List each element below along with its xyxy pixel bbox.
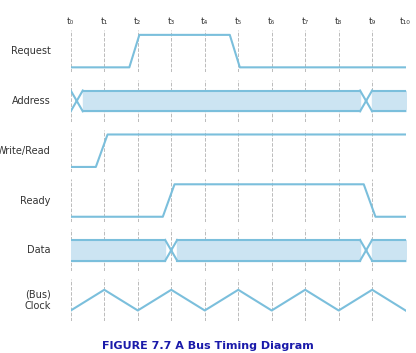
Text: Ready: Ready xyxy=(20,196,51,205)
Text: t₂: t₂ xyxy=(134,17,141,26)
Text: Write/Read: Write/Read xyxy=(0,146,51,156)
Text: t₆: t₆ xyxy=(268,17,275,26)
Text: (Bus)
Clock: (Bus) Clock xyxy=(24,289,51,311)
Text: t₄: t₄ xyxy=(201,17,208,26)
Text: Request: Request xyxy=(11,46,51,56)
Text: t₃: t₃ xyxy=(168,17,175,26)
Text: Data: Data xyxy=(27,245,51,255)
Text: t₅: t₅ xyxy=(235,17,242,26)
Text: t₈: t₈ xyxy=(335,17,342,26)
Text: t₀: t₀ xyxy=(67,17,74,26)
Text: t₁: t₁ xyxy=(101,17,108,26)
Text: t₇: t₇ xyxy=(302,17,309,26)
Text: t₉: t₉ xyxy=(369,17,376,26)
Text: Address: Address xyxy=(12,96,51,106)
Text: t₁₀: t₁₀ xyxy=(400,17,411,26)
Text: FIGURE 7.7 A Bus Timing Diagram: FIGURE 7.7 A Bus Timing Diagram xyxy=(102,341,314,351)
